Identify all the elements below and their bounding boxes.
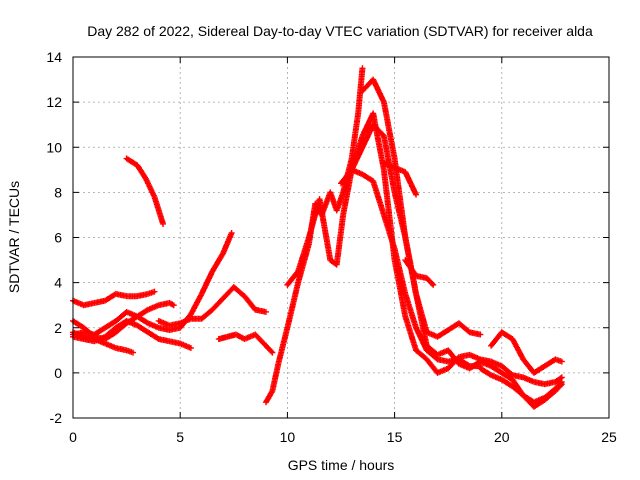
y-tick-label: 8 [54, 184, 62, 200]
data-series [402, 257, 437, 288]
data-trail [403, 258, 436, 287]
data-series [488, 358, 565, 388]
data-series [477, 365, 565, 406]
tick-layer: 0 5 10 15 20 25 -2 0 2 4 6 8 10 12 14 [46, 49, 617, 445]
y-tick-label: 10 [46, 139, 62, 155]
chart-title: Day 282 of 2022, Sidereal Day-to-day VTE… [87, 23, 593, 39]
data-trail [350, 167, 482, 370]
y-tick-label: 4 [54, 275, 62, 291]
data-trail [71, 318, 193, 351]
data-series [155, 284, 269, 329]
data-series [380, 160, 420, 198]
data-trail [478, 366, 564, 405]
y-tick-label: 0 [54, 365, 62, 381]
data-trail [489, 330, 564, 375]
y-tick-label: -2 [50, 410, 63, 426]
data-trail [124, 156, 166, 226]
data-trail [382, 160, 419, 197]
x-tick-label: 20 [494, 429, 510, 445]
data-trail [489, 359, 564, 387]
y-axis-label: SDTVAR / TECUs [6, 181, 22, 293]
x-tick-label: 0 [69, 429, 77, 445]
x-tick-label: 15 [387, 429, 403, 445]
x-axis-label: GPS time / hours [288, 457, 395, 473]
y-tick-label: 14 [46, 49, 62, 65]
data-trail [217, 331, 275, 355]
x-tick-label: 25 [601, 429, 617, 445]
x-tick-label: 5 [176, 429, 184, 445]
data-trail [285, 111, 493, 376]
y-tick-label: 2 [54, 320, 62, 336]
grid-layer [73, 57, 609, 418]
data-series [70, 288, 158, 309]
data-layer [70, 65, 565, 410]
y-tick-label: 12 [46, 94, 62, 110]
x-tick-label: 10 [280, 429, 296, 445]
data-series [488, 329, 565, 376]
data-series [215, 331, 276, 356]
data-trail [71, 289, 156, 308]
data-trail [157, 285, 268, 329]
y-tick-label: 6 [54, 230, 62, 246]
data-series [123, 155, 167, 227]
